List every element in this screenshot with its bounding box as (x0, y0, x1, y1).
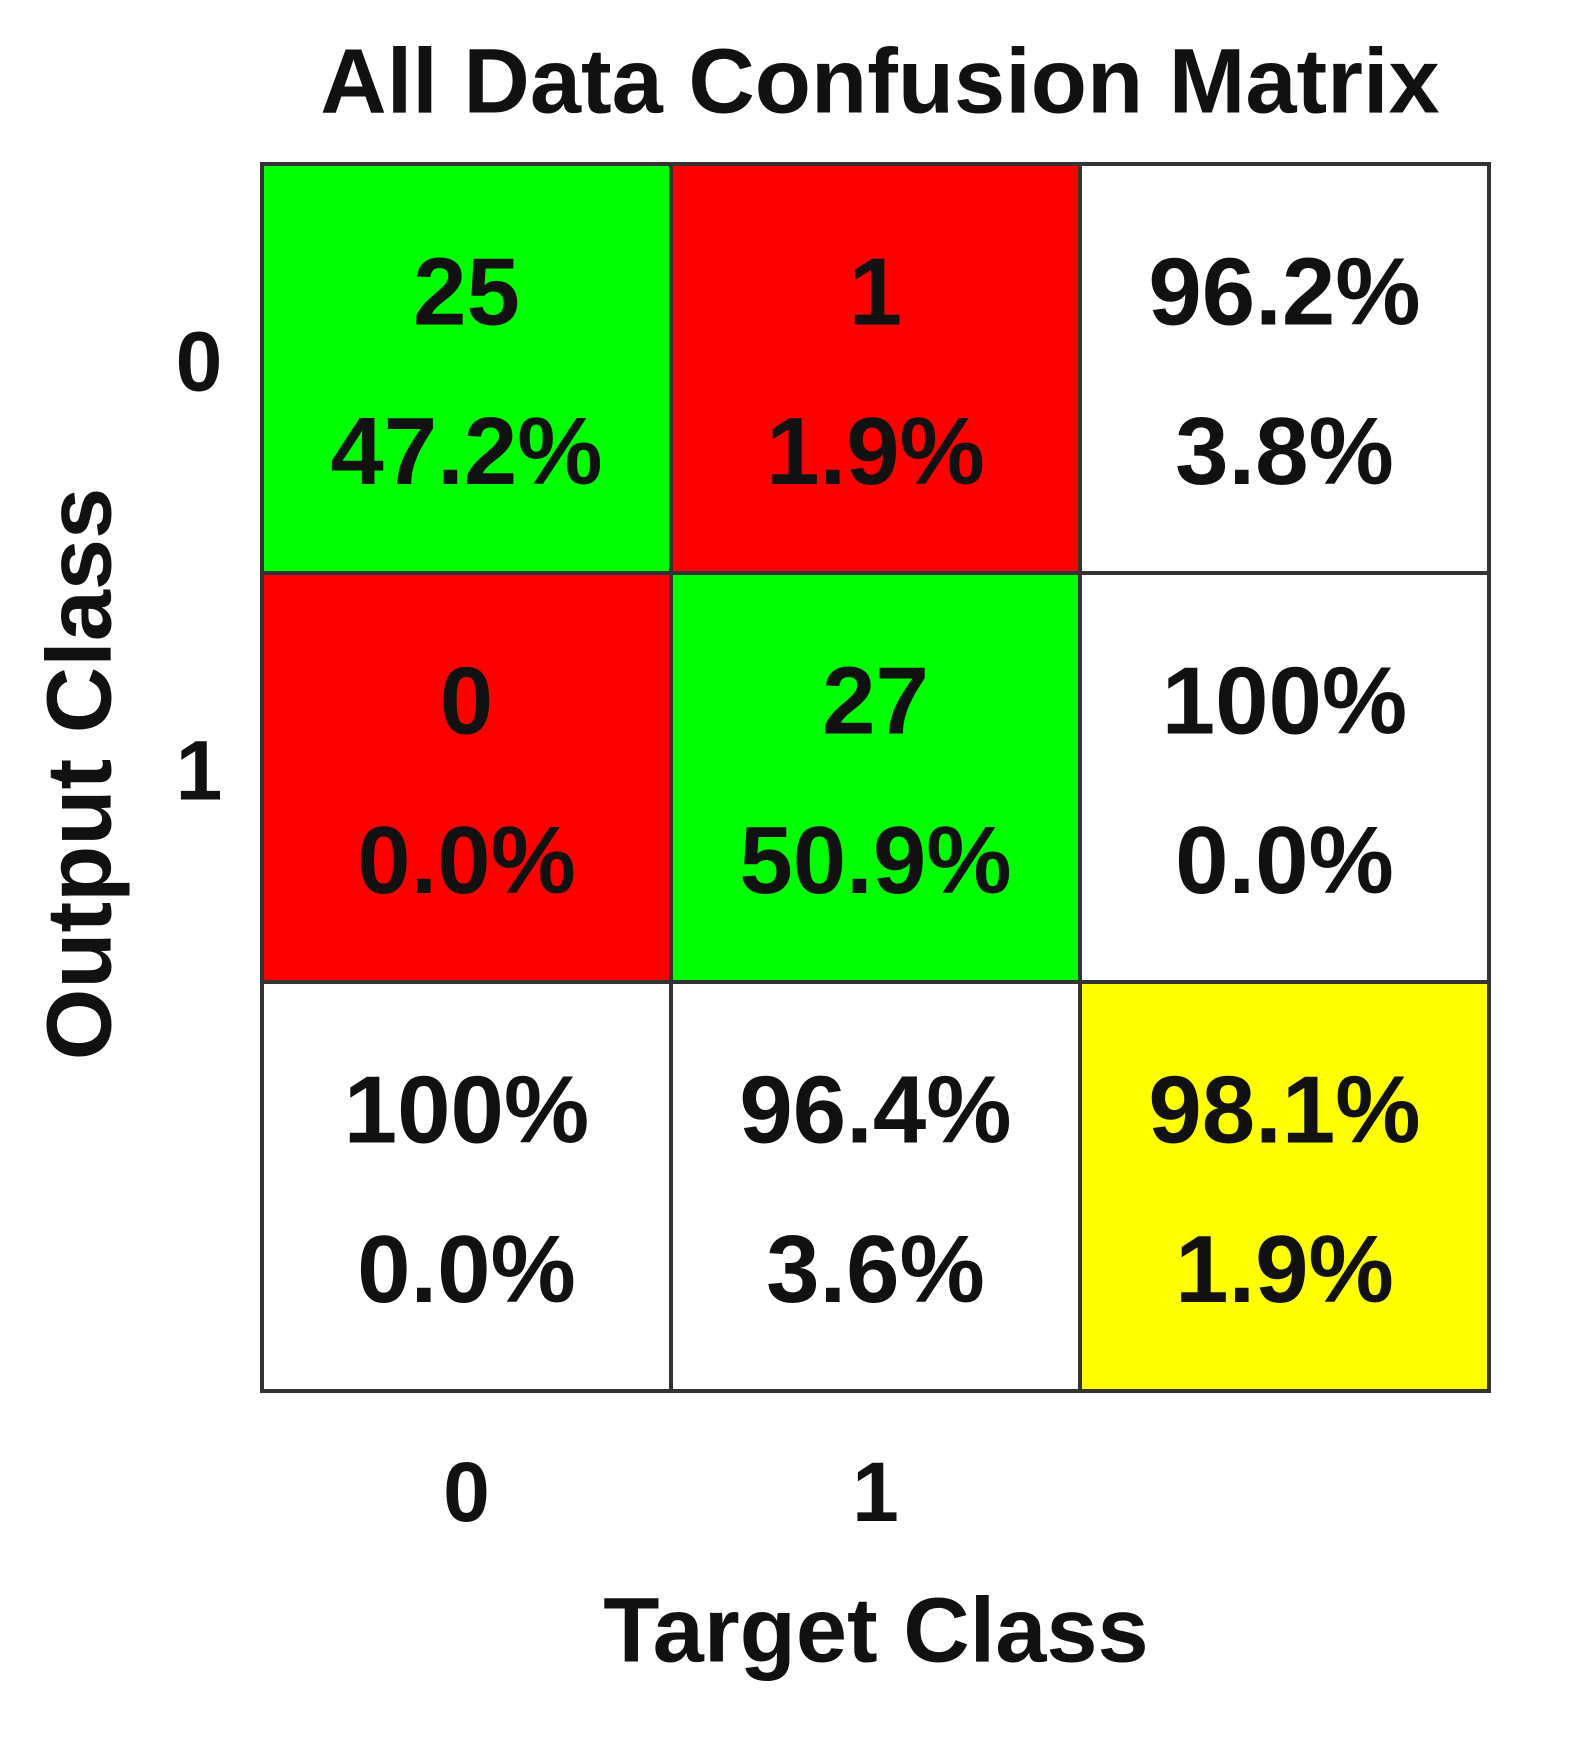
matrix-cell (1078, 571, 1491, 984)
matrix-cell (260, 162, 673, 575)
cell-top-label: 96.2% (1148, 238, 1420, 345)
x-tick-label: 0 (443, 1445, 490, 1539)
cell-bottom-label: 0.0% (357, 1216, 576, 1323)
cell-bottom-label: 1.9% (766, 398, 985, 505)
cell-top-label: 100% (1162, 647, 1408, 754)
x-axis-label: Target Class (603, 1579, 1148, 1681)
cell-bottom-label: 3.6% (766, 1216, 985, 1323)
cell-bottom-label: 50.9% (739, 807, 1011, 914)
cell-top-label: 98.1% (1148, 1056, 1420, 1163)
cell-top-label: 100% (344, 1056, 590, 1163)
cell-bottom-label: 1.9% (1175, 1216, 1394, 1323)
cell-bottom-label: 3.8% (1175, 398, 1394, 505)
matrix-cell (669, 980, 1082, 1393)
cell-bottom-label: 0.0% (357, 807, 576, 914)
matrix-cell (669, 162, 1082, 575)
matrix-cell (260, 571, 673, 984)
chart-title: All Data Confusion Matrix (320, 30, 1439, 132)
cell-bottom-label: 0.0% (1175, 807, 1394, 914)
x-tick-label: 1 (852, 1445, 899, 1539)
matrix-cell (669, 571, 1082, 984)
cell-top-label: 96.4% (739, 1056, 1011, 1163)
cell-top-label: 1 (849, 238, 902, 345)
matrix-cell (1078, 162, 1491, 575)
cell-top-label: 0 (440, 647, 493, 754)
y-tick-label: 1 (176, 724, 223, 818)
matrix-cell (260, 980, 673, 1393)
y-axis-label: Output Class (28, 488, 130, 1060)
y-tick-label: 0 (176, 315, 223, 409)
cell-top-label: 25 (413, 238, 520, 345)
cell-top-label: 27 (822, 647, 929, 754)
matrix-cell (1078, 980, 1491, 1393)
cell-bottom-label: 47.2% (330, 398, 602, 505)
